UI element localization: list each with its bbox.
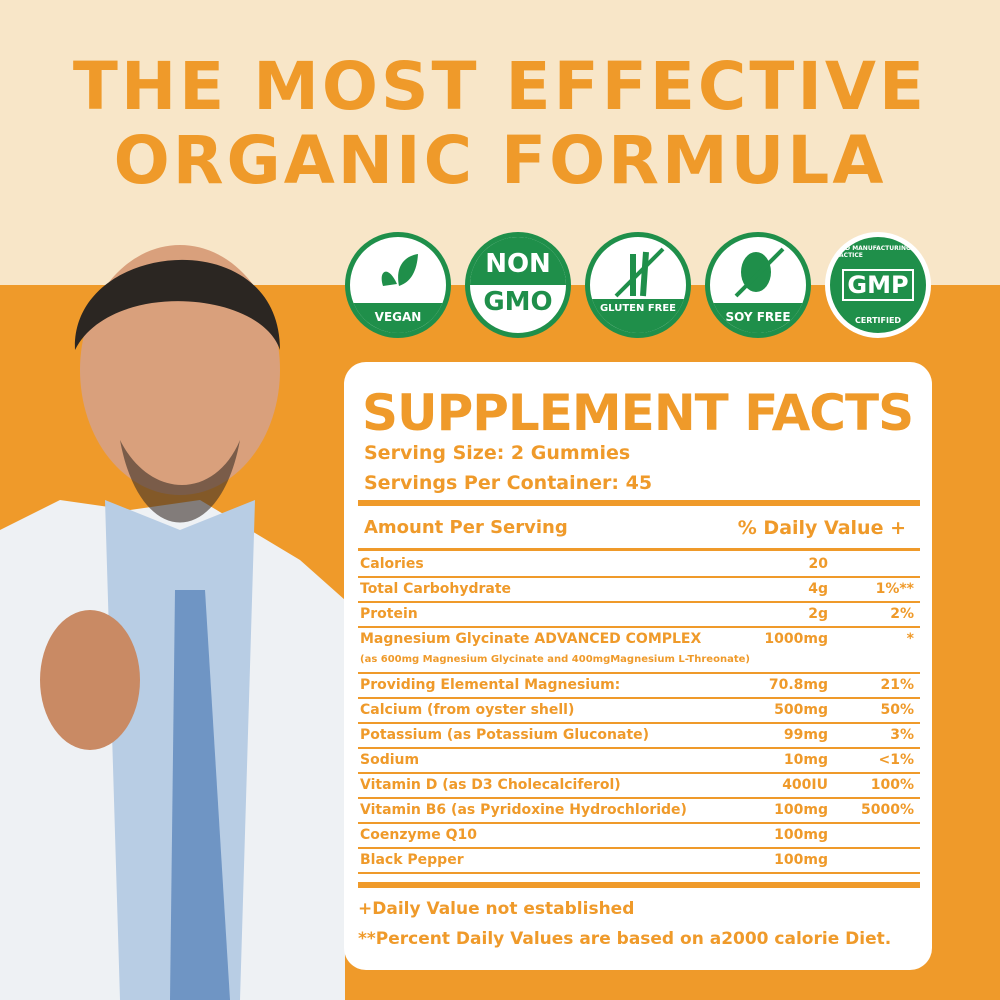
- nutrient-row: Calcium (from oyster shell) 500mg 50%: [358, 699, 920, 724]
- nutrient-name: Total Carbohydrate: [360, 581, 512, 597]
- servings-per-container: Servings Per Container: 45: [364, 472, 653, 494]
- divider: [358, 548, 920, 551]
- supplement-facts-panel: SUPPLEMENT FACTS Serving Size: 2 Gummies…: [344, 362, 932, 970]
- non-gmo-badge: NON GMO: [465, 232, 571, 338]
- nutrient-row: Total Carbohydrate 4g 1%**: [358, 578, 920, 603]
- nutrient-daily-value: 21%: [880, 677, 914, 693]
- nutrient-row: Potassium (as Potassium Gluconate) 99mg 3%: [358, 724, 920, 749]
- wheat-crossed-icon: [614, 247, 665, 297]
- nutrient-name: Black Pepper: [360, 852, 464, 868]
- soy-free-label: SOY FREE: [710, 303, 806, 333]
- nutrient-name: Magnesium Glycinate ADVANCED COMPLEX: [360, 631, 702, 647]
- nutrient-row: Coenzyme Q10 100mg: [358, 824, 920, 849]
- nutrient-amount: 10mg: [783, 752, 828, 768]
- gluten-free-badge: GLUTEN FREE: [585, 232, 691, 338]
- nutrient-daily-value: 5000%: [861, 802, 914, 818]
- nutrient-name: Calories: [360, 556, 424, 572]
- nutrient-name: Vitamin B6 (as Pyridoxine Hydrochloride): [360, 802, 687, 818]
- doctor-photo: [0, 245, 345, 1000]
- nutrient-row: Vitamin B6 (as Pyridoxine Hydrochloride)…: [358, 799, 920, 824]
- soy-free-badge: SOY FREE: [705, 232, 811, 338]
- divider-thick: [358, 500, 920, 506]
- nutrient-amount: 500mg: [774, 702, 828, 718]
- vegan-badge: VEGAN: [345, 232, 451, 338]
- nutrient-amount: 100mg: [774, 852, 828, 868]
- nutrient-daily-value: *: [906, 631, 914, 647]
- nutrient-amount: 400IU: [782, 777, 828, 793]
- headline-line-1: THE MOST EFFECTIVE: [72, 48, 928, 125]
- gmp-center-text: GMP: [842, 269, 914, 301]
- nutrient-row: Magnesium Glycinate ADVANCED COMPLEX (as …: [358, 628, 920, 674]
- gluten-free-label: GLUTEN FREE: [590, 299, 686, 333]
- vegan-label: VEGAN: [350, 303, 446, 333]
- nutrient-row: Vitamin D (as D3 Cholecalciferol) 400IU 10…: [358, 774, 920, 799]
- nutrient-row: Protein 2g 2%: [358, 603, 920, 628]
- gmp-ring-text: GOOD MANUFACTURING PRACTICE: [830, 245, 911, 259]
- leaf-icon: [381, 254, 418, 286]
- nutrient-daily-value: 100%: [870, 777, 914, 793]
- nutrient-amount: 20: [808, 556, 828, 572]
- nutrient-daily-value: <1%: [878, 752, 915, 768]
- nutrient-name: Coenzyme Q10: [360, 827, 477, 843]
- gmo-label: GMO: [483, 286, 553, 317]
- nutrient-row: Calories 20: [358, 553, 920, 578]
- gmp-certified-text: CERTIFIED: [854, 316, 902, 325]
- nutrient-daily-value: 2%: [890, 606, 914, 622]
- nutrient-amount: 100mg: [774, 827, 828, 843]
- nutrient-name: Vitamin D (as D3 Cholecalciferol): [360, 777, 621, 793]
- nutrient-daily-value: 1%**: [875, 581, 914, 597]
- nutrient-name: Providing Elemental Magnesium:: [360, 677, 621, 693]
- footnote-percent: **Percent Daily Values are based on a200…: [358, 929, 892, 949]
- nutrient-amount: 4g: [808, 581, 828, 597]
- headline-line-2: ORGANIC FORMULA: [113, 122, 887, 199]
- nutrient-note: (as 600mg Magnesium Glycinate and 400mgM…: [360, 654, 750, 665]
- gmp-badge: GOOD MANUFACTURING PRACTICE GMP CERTIFIE…: [825, 232, 931, 338]
- nutrient-row: Providing Elemental Magnesium: 70.8mg 21%: [358, 674, 920, 699]
- nutrient-name: Sodium: [360, 752, 420, 768]
- nutrient-daily-value: 3%: [890, 727, 914, 743]
- nutrient-name: Protein: [360, 606, 418, 622]
- divider-thick: [358, 882, 920, 888]
- nutrient-amount: 1000mg: [764, 631, 828, 647]
- nutrient-amount: 100mg: [774, 802, 828, 818]
- daily-value-header: % Daily Value +: [737, 517, 906, 539]
- nutrient-amount: 99mg: [783, 727, 828, 743]
- nutrient-amount: 70.8mg: [768, 677, 828, 693]
- non-label: NON: [470, 237, 566, 285]
- nutrient-name: Calcium (from oyster shell): [360, 702, 575, 718]
- amount-per-serving-header: Amount Per Serving: [364, 517, 568, 538]
- nutrient-row: Sodium 10mg <1%: [358, 749, 920, 774]
- nutrient-daily-value: 50%: [880, 702, 914, 718]
- facts-title: SUPPLEMENT FACTS: [362, 384, 914, 442]
- serving-size: Serving Size: 2 Gummies: [364, 442, 631, 464]
- nutrient-name: Potassium (as Potassium Gluconate): [360, 727, 650, 743]
- nutrient-row: Black Pepper 100mg: [358, 849, 920, 874]
- footnote-dv: +Daily Value not established: [358, 899, 635, 919]
- nutrient-amount: 2g: [808, 606, 828, 622]
- soybean-crossed-icon: [734, 247, 785, 297]
